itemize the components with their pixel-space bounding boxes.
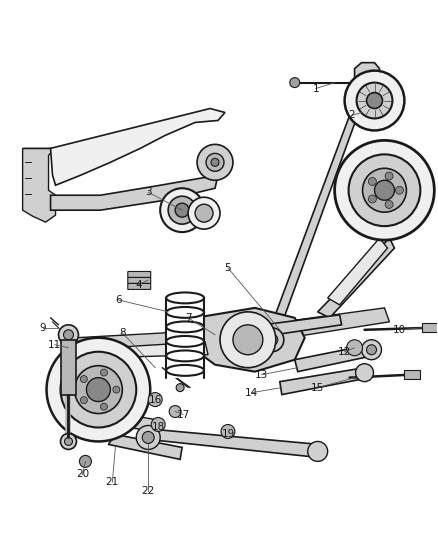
Circle shape bbox=[357, 83, 392, 118]
Circle shape bbox=[195, 204, 213, 222]
Circle shape bbox=[335, 140, 434, 240]
Polygon shape bbox=[268, 116, 357, 335]
Polygon shape bbox=[148, 430, 320, 457]
Circle shape bbox=[79, 455, 92, 467]
FancyBboxPatch shape bbox=[128, 271, 151, 278]
Text: 22: 22 bbox=[141, 486, 155, 496]
Circle shape bbox=[136, 425, 160, 449]
Circle shape bbox=[81, 397, 87, 403]
Circle shape bbox=[148, 393, 162, 407]
Circle shape bbox=[168, 196, 196, 224]
FancyBboxPatch shape bbox=[128, 278, 151, 284]
Circle shape bbox=[368, 195, 376, 203]
Circle shape bbox=[367, 93, 382, 109]
Bar bbox=[60, 340, 77, 394]
Text: 13: 13 bbox=[255, 370, 268, 379]
Circle shape bbox=[260, 328, 284, 352]
Circle shape bbox=[266, 334, 278, 346]
Circle shape bbox=[142, 432, 154, 443]
Polygon shape bbox=[192, 308, 305, 372]
Polygon shape bbox=[295, 345, 378, 372]
Circle shape bbox=[385, 200, 393, 208]
Text: 6: 6 bbox=[115, 295, 122, 305]
Polygon shape bbox=[23, 148, 56, 222]
Text: 16: 16 bbox=[148, 394, 162, 405]
Circle shape bbox=[113, 386, 120, 393]
Circle shape bbox=[175, 203, 189, 217]
Circle shape bbox=[81, 376, 87, 383]
Circle shape bbox=[290, 78, 300, 87]
Polygon shape bbox=[225, 315, 342, 342]
Text: 21: 21 bbox=[106, 478, 119, 487]
Polygon shape bbox=[75, 408, 155, 432]
Text: 18: 18 bbox=[152, 423, 165, 432]
Circle shape bbox=[160, 188, 204, 232]
Circle shape bbox=[385, 172, 393, 180]
Text: 19: 19 bbox=[221, 430, 235, 440]
Polygon shape bbox=[280, 368, 370, 394]
Polygon shape bbox=[355, 63, 379, 112]
Text: 7: 7 bbox=[185, 313, 191, 323]
Circle shape bbox=[100, 369, 107, 376]
Circle shape bbox=[346, 340, 363, 356]
Bar bbox=[422, 323, 438, 332]
Text: 17: 17 bbox=[177, 409, 190, 419]
Bar bbox=[166, 298, 204, 378]
Polygon shape bbox=[228, 318, 268, 355]
Circle shape bbox=[368, 177, 376, 185]
Circle shape bbox=[396, 186, 403, 194]
Circle shape bbox=[176, 384, 184, 392]
Text: 4: 4 bbox=[135, 280, 141, 290]
Polygon shape bbox=[50, 175, 218, 210]
Circle shape bbox=[308, 441, 328, 462]
Bar bbox=[404, 370, 420, 378]
Circle shape bbox=[60, 433, 77, 449]
Circle shape bbox=[188, 197, 220, 229]
Circle shape bbox=[59, 325, 78, 345]
Circle shape bbox=[151, 417, 165, 432]
Circle shape bbox=[211, 158, 219, 166]
Polygon shape bbox=[50, 109, 225, 185]
Circle shape bbox=[46, 338, 150, 441]
Circle shape bbox=[233, 325, 263, 355]
Polygon shape bbox=[328, 238, 388, 305]
FancyBboxPatch shape bbox=[128, 284, 151, 289]
Circle shape bbox=[206, 154, 224, 171]
Circle shape bbox=[60, 352, 136, 427]
Text: 8: 8 bbox=[119, 328, 126, 338]
Circle shape bbox=[345, 71, 404, 131]
Text: 1: 1 bbox=[312, 84, 319, 94]
Text: 11: 11 bbox=[48, 340, 61, 350]
Circle shape bbox=[363, 168, 406, 212]
Text: 9: 9 bbox=[39, 323, 46, 333]
Circle shape bbox=[100, 403, 107, 410]
Circle shape bbox=[197, 144, 233, 180]
Text: 20: 20 bbox=[76, 470, 89, 479]
Text: 3: 3 bbox=[145, 187, 152, 197]
Polygon shape bbox=[108, 434, 182, 459]
Text: 10: 10 bbox=[393, 325, 406, 335]
Text: 14: 14 bbox=[245, 387, 258, 398]
Circle shape bbox=[86, 378, 110, 401]
Circle shape bbox=[367, 345, 377, 355]
Circle shape bbox=[169, 406, 181, 417]
Polygon shape bbox=[100, 342, 208, 358]
Text: 5: 5 bbox=[225, 263, 231, 273]
Circle shape bbox=[349, 155, 420, 226]
Circle shape bbox=[220, 312, 276, 368]
Circle shape bbox=[374, 180, 395, 200]
Circle shape bbox=[356, 364, 374, 382]
Polygon shape bbox=[75, 330, 225, 355]
Circle shape bbox=[64, 438, 72, 446]
Circle shape bbox=[74, 366, 122, 414]
Text: 2: 2 bbox=[348, 110, 355, 120]
Text: 15: 15 bbox=[311, 383, 324, 393]
Circle shape bbox=[221, 424, 235, 439]
Circle shape bbox=[64, 330, 74, 340]
Polygon shape bbox=[225, 308, 389, 348]
Circle shape bbox=[361, 340, 381, 360]
Polygon shape bbox=[318, 238, 395, 318]
Text: 12: 12 bbox=[338, 347, 351, 357]
